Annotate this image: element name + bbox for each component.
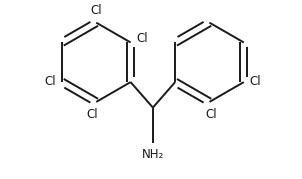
Text: Cl: Cl xyxy=(45,75,56,88)
Text: Cl: Cl xyxy=(136,32,148,45)
Text: NH₂: NH₂ xyxy=(142,148,164,161)
Text: Cl: Cl xyxy=(249,75,261,88)
Text: Cl: Cl xyxy=(91,4,102,17)
Text: Cl: Cl xyxy=(206,108,217,122)
Text: Cl: Cl xyxy=(87,108,98,122)
